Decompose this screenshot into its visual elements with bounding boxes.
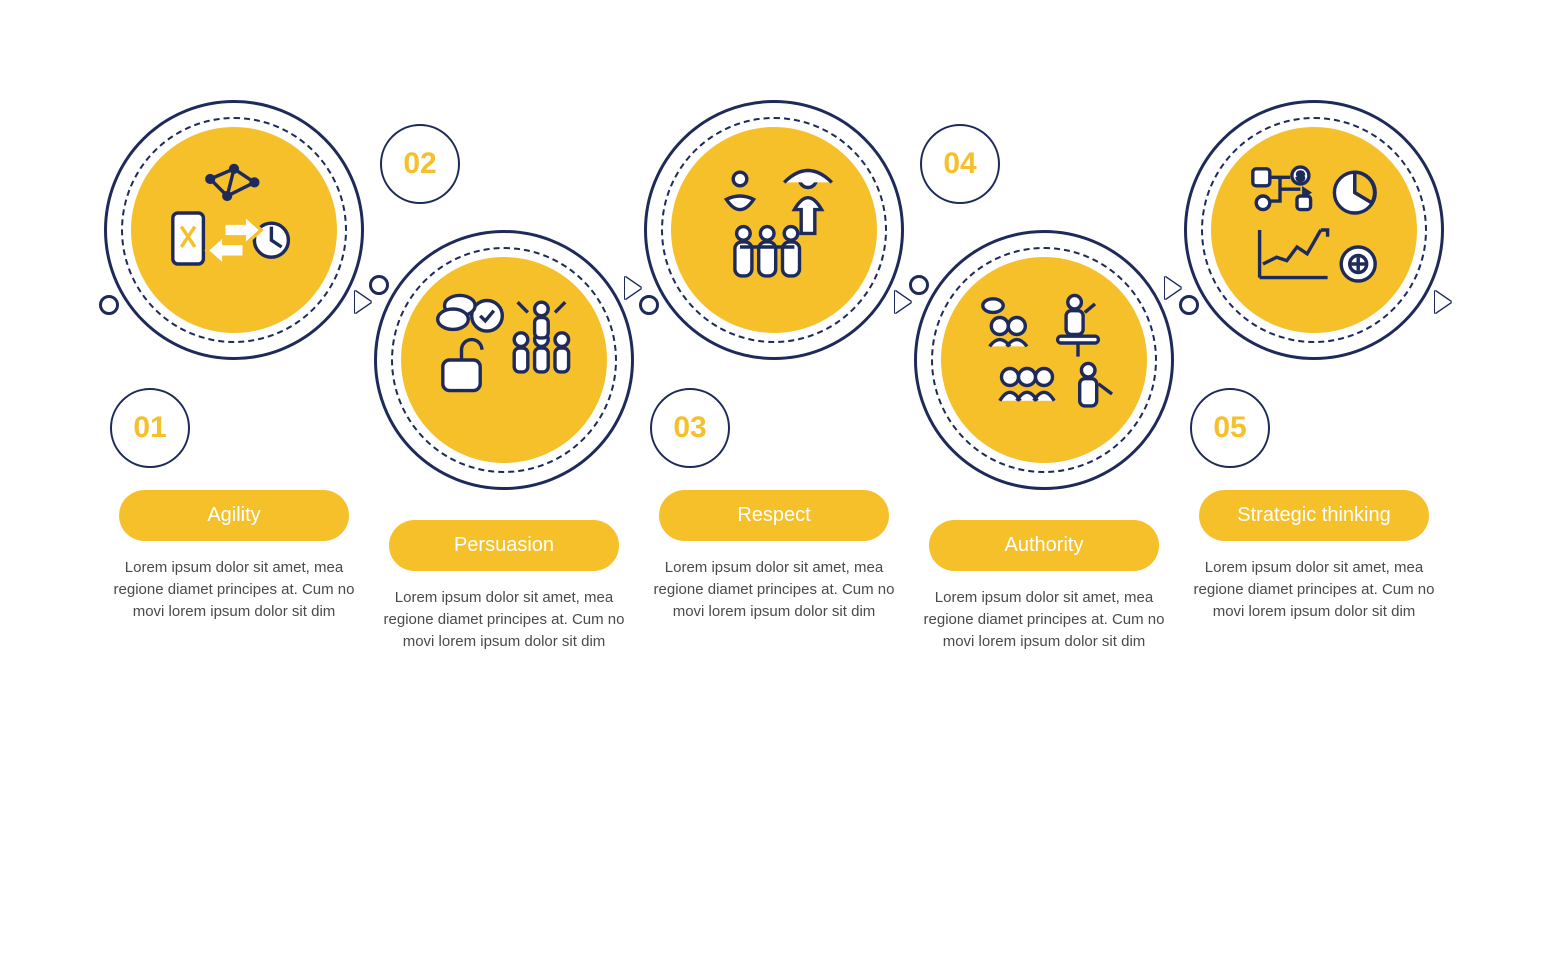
- step-4-ring: [914, 230, 1174, 490]
- step-5-ring: $: [1184, 100, 1444, 360]
- step-4-number: 04: [920, 124, 1000, 204]
- step-4: 04: [914, 230, 1174, 652]
- step-2-title: Persuasion: [389, 520, 619, 571]
- strategy-icon: $: [1215, 131, 1413, 329]
- respect-icon: [675, 131, 873, 329]
- svg-text:$: $: [1297, 170, 1304, 184]
- persuasion-icon: [405, 261, 603, 459]
- step-2-desc: Lorem ipsum dolor sit amet, mea regione …: [379, 587, 629, 652]
- step-2-ring: [374, 230, 634, 490]
- step-2-number: 02: [380, 124, 460, 204]
- step-5-desc: Lorem ipsum dolor sit amet, mea regione …: [1189, 557, 1439, 622]
- step-5-title: Strategic thinking: [1199, 490, 1429, 541]
- step-2: 02: [374, 230, 634, 652]
- step-1-ring: [104, 100, 364, 360]
- step-3-number: 03: [650, 388, 730, 468]
- step-3-ring: [644, 100, 904, 360]
- step-5: $ 05: [1184, 100, 1444, 622]
- step-1-desc: Lorem ipsum dolor sit amet, mea regione …: [109, 557, 359, 622]
- step-1-number: 01: [110, 388, 190, 468]
- step-1-title: Agility: [119, 490, 349, 541]
- step-4-title: Authority: [929, 520, 1159, 571]
- step-5-number: 05: [1190, 388, 1270, 468]
- step-1: 01 Agility Lorem ipsum dolor sit amet, m…: [104, 100, 364, 622]
- infographic-stage: 01 Agility Lorem ipsum dolor sit amet, m…: [94, 80, 1474, 900]
- step-3-desc: Lorem ipsum dolor sit amet, mea regione …: [649, 557, 899, 622]
- step-3: 03 Respect Lorem ipsum dolor sit amet, m…: [644, 100, 904, 622]
- agility-icon: [135, 131, 333, 329]
- step-4-desc: Lorem ipsum dolor sit amet, mea regione …: [919, 587, 1169, 652]
- authority-icon: [945, 261, 1143, 459]
- step-3-title: Respect: [659, 490, 889, 541]
